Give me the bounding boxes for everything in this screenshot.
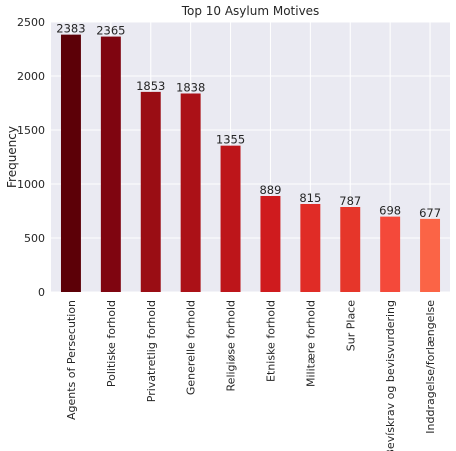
x-tick-label: Politiske forhold [105,300,118,387]
y-tick-label: 1500 [17,124,45,137]
bar [60,34,81,293]
y-tick-label: 2500 [17,16,45,29]
y-tick-label: 1000 [17,178,45,191]
x-tick-label: Militære forhold [304,300,317,387]
bar [260,195,281,292]
bar-value-label: 677 [419,206,441,220]
data-labels: 2383 2365 1853 1838 1355 889 815 787 698 677 [56,22,441,220]
y-tick-label: 0 [38,286,45,299]
y-axis-ticks: 0 500 1000 1500 2000 2500 [17,16,45,299]
bar [220,145,241,292]
bar-value-label: 2365 [96,24,125,38]
bars [60,34,441,293]
bar-value-label: 698 [379,204,401,218]
bar-value-label: 1838 [176,80,205,94]
x-tick-label: Etniske forhold [264,300,277,382]
x-axis-ticks: Agents of Persecution Politiske forhold Pr… [65,300,437,451]
bar-value-label: 787 [339,194,361,208]
y-tick-label: 500 [24,232,45,245]
bar-value-label: 1355 [216,133,245,147]
x-tick-label: Sur Place [344,300,357,351]
bar-value-label: 889 [259,183,281,197]
x-tick-label: Generelle forhold [185,300,198,395]
bar [380,216,401,292]
bar [140,91,161,292]
bar-value-label: 2383 [56,22,85,36]
bar [100,36,121,292]
bar-value-label: 1853 [136,79,165,93]
chart-title: Top 10 Asylum Motives [181,4,320,18]
bar [300,203,321,292]
bar [340,207,361,292]
x-tick-label: Bevískrav og bevisvurdering [384,300,397,451]
y-tick-label: 2000 [17,70,45,83]
x-tick-label: Religiøse forhold [225,300,238,391]
y-axis-label: Frequency [5,126,19,188]
x-tick-label: Inddragelse/forlængelse [424,300,437,434]
x-tick-label: Privatretlig forhold [145,300,158,402]
bar-value-label: 815 [299,191,321,205]
bar [180,93,201,292]
x-tick-label: Agents of Persecution [65,300,78,420]
bar [420,218,441,292]
